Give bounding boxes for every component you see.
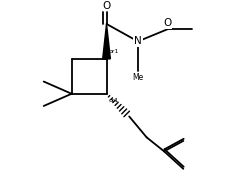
Text: N: N <box>134 36 142 46</box>
Text: or1: or1 <box>108 98 119 103</box>
Text: O: O <box>102 1 111 11</box>
Text: O: O <box>164 18 172 28</box>
Text: or1: or1 <box>108 49 119 54</box>
Polygon shape <box>103 24 110 59</box>
Text: Me: Me <box>132 73 144 82</box>
